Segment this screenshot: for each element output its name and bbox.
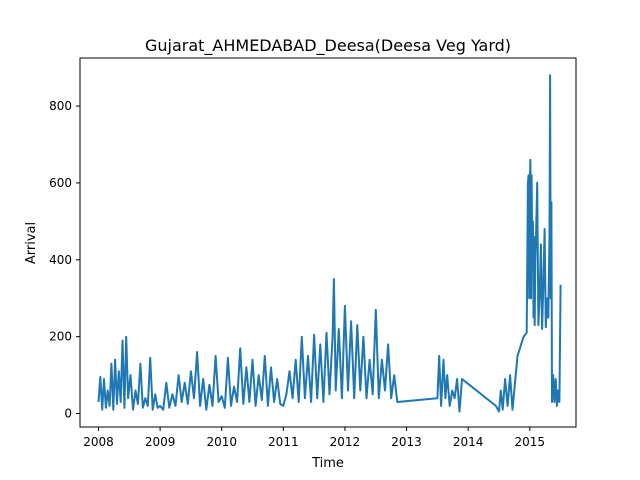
y-tick-label: 600 xyxy=(49,176,72,190)
x-axis-label: Time xyxy=(311,456,344,471)
plot-area: 2008 2009 2010 2011 2012 2013 2014 2015 0 200 400… xyxy=(49,57,577,449)
y-tick-label: 200 xyxy=(49,330,72,344)
x-tick-label: 2011 xyxy=(268,435,299,449)
x-tick-label: 2012 xyxy=(330,435,361,449)
plot-frame xyxy=(79,57,577,428)
y-tick-label: 400 xyxy=(49,253,72,267)
x-tick-label: 2010 xyxy=(206,435,237,449)
x-tick-label: 2008 xyxy=(83,435,114,449)
x-tick-label: 2014 xyxy=(453,435,484,449)
x-tick-label: 2013 xyxy=(391,435,422,449)
y-axis-label: Arrival xyxy=(24,222,39,264)
series-line xyxy=(97,74,562,413)
x-tick-label: 2015 xyxy=(515,435,546,449)
x-tick-label: 2009 xyxy=(145,435,176,449)
y-tick-label: 800 xyxy=(49,99,72,113)
chart-title: Gujarat_AHMEDABAD_Deesa(Deesa Veg Yard) xyxy=(145,36,511,56)
x-axis: 2008 2009 2010 2011 2012 2013 2014 2015 xyxy=(83,427,545,449)
y-axis: 0 200 400 600 800 xyxy=(49,99,80,421)
y-tick-label: 0 xyxy=(64,407,72,421)
